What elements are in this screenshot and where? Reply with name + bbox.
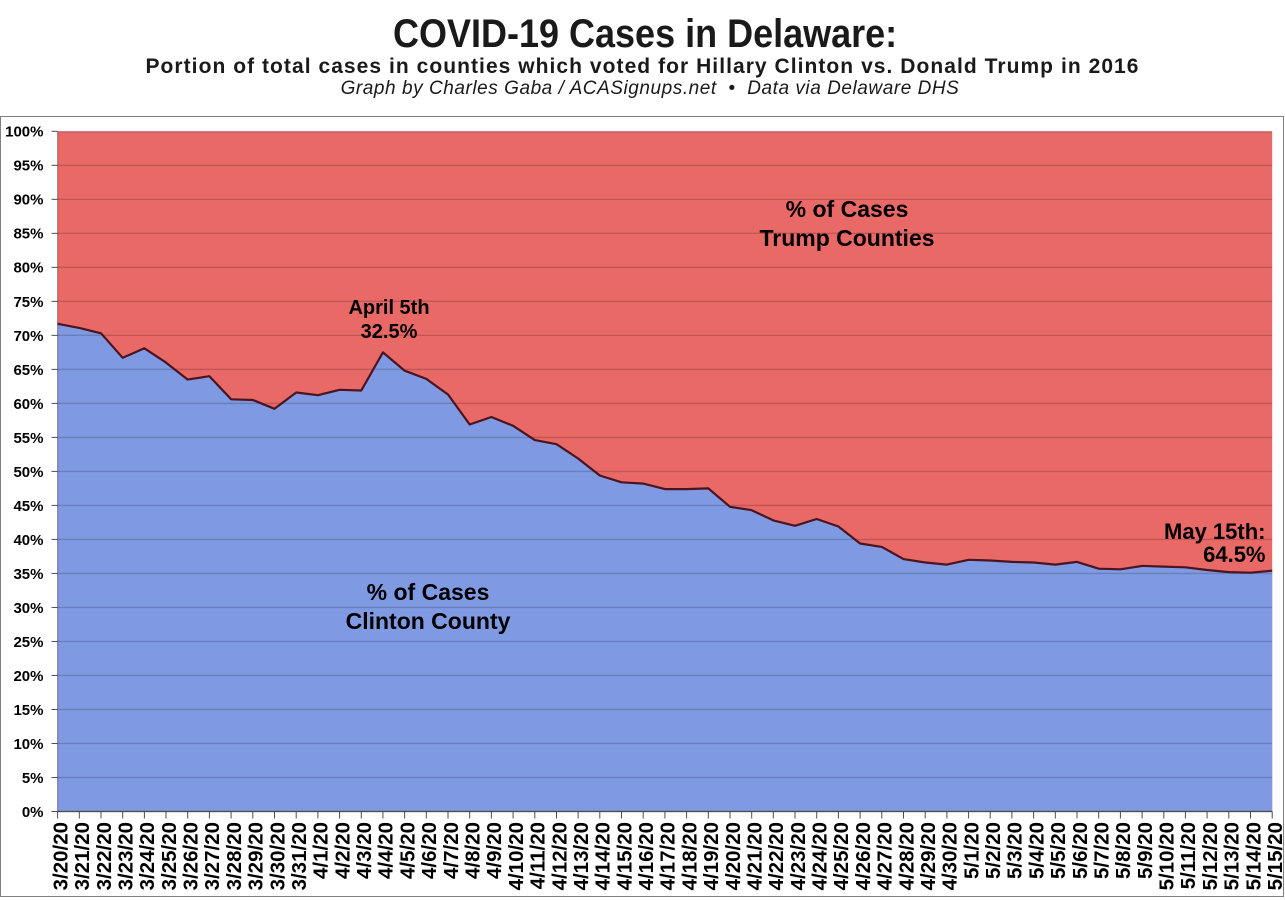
svg-text:0%: 0%	[22, 804, 44, 821]
svg-text:10%: 10%	[13, 736, 43, 753]
svg-text:3/21/20: 3/21/20	[71, 822, 94, 890]
svg-text:4/22/20: 4/22/20	[765, 822, 788, 890]
svg-text:3/23/20: 3/23/20	[114, 822, 137, 890]
svg-text:4/26/20: 4/26/20	[852, 822, 875, 890]
svg-text:4/27/20: 4/27/20	[874, 822, 897, 890]
svg-text:4/25/20: 4/25/20	[830, 822, 853, 890]
svg-text:55%: 55%	[13, 430, 43, 447]
svg-text:4/15/20: 4/15/20	[613, 822, 636, 890]
svg-text:4/3/20: 4/3/20	[353, 822, 376, 879]
svg-text:3/27/20: 3/27/20	[201, 822, 224, 890]
svg-text:4/13/20: 4/13/20	[570, 822, 593, 890]
svg-text:4/29/20: 4/29/20	[917, 822, 940, 890]
svg-text:25%: 25%	[13, 634, 43, 651]
svg-text:5/8/20: 5/8/20	[1112, 822, 1135, 879]
svg-text:65%: 65%	[13, 362, 43, 379]
svg-text:70%: 70%	[13, 328, 43, 345]
svg-text:4/8/20: 4/8/20	[462, 822, 485, 879]
svg-text:4/16/20: 4/16/20	[635, 822, 658, 890]
svg-text:5/13/20: 5/13/20	[1221, 822, 1244, 890]
svg-text:75%: 75%	[13, 294, 43, 311]
svg-text:4/19/20: 4/19/20	[700, 822, 723, 890]
svg-text:5/3/20: 5/3/20	[1004, 822, 1027, 879]
svg-text:3/25/20: 3/25/20	[158, 822, 181, 890]
svg-text:3/30/20: 3/30/20	[266, 822, 289, 890]
svg-text:4/24/20: 4/24/20	[809, 822, 832, 890]
svg-text:4/21/20: 4/21/20	[744, 822, 767, 890]
svg-text:5/7/20: 5/7/20	[1091, 822, 1114, 879]
svg-text:5/11/20: 5/11/20	[1177, 822, 1200, 889]
svg-text:40%: 40%	[13, 532, 43, 549]
svg-text:4/23/20: 4/23/20	[787, 822, 810, 890]
svg-text:45%: 45%	[13, 498, 43, 515]
svg-text:4/2/20: 4/2/20	[331, 822, 354, 879]
svg-text:15%: 15%	[13, 702, 43, 719]
svg-text:5/12/20: 5/12/20	[1199, 822, 1222, 890]
svg-text:5/6/20: 5/6/20	[1069, 822, 1092, 879]
svg-text:4/6/20: 4/6/20	[418, 822, 441, 879]
svg-text:4/28/20: 4/28/20	[895, 822, 918, 890]
svg-text:3/22/20: 3/22/20	[93, 822, 116, 890]
svg-text:4/12/20: 4/12/20	[548, 822, 571, 890]
svg-text:35%: 35%	[13, 566, 43, 583]
svg-text:4/18/20: 4/18/20	[678, 822, 701, 890]
svg-text:50%: 50%	[13, 464, 43, 481]
svg-text:3/29/20: 3/29/20	[245, 822, 268, 890]
svg-text:3/26/20: 3/26/20	[179, 822, 202, 890]
svg-text:5/15/20: 5/15/20	[1264, 822, 1285, 890]
svg-text:20%: 20%	[13, 668, 43, 685]
svg-text:4/5/20: 4/5/20	[396, 822, 419, 879]
svg-text:95%: 95%	[13, 158, 43, 175]
svg-text:4/4/20: 4/4/20	[375, 822, 398, 879]
svg-text:60%: 60%	[13, 396, 43, 413]
svg-text:4/17/20: 4/17/20	[657, 822, 680, 890]
svg-text:4/1/20: 4/1/20	[310, 822, 333, 879]
svg-text:4/14/20: 4/14/20	[592, 822, 615, 890]
svg-text:5/4/20: 5/4/20	[1025, 822, 1048, 879]
svg-text:3/20/20: 3/20/20	[49, 822, 72, 890]
svg-text:4/11/20: 4/11/20	[527, 822, 550, 889]
svg-text:5/10/20: 5/10/20	[1156, 822, 1179, 890]
svg-text:5/2/20: 5/2/20	[982, 822, 1005, 879]
svg-text:80%: 80%	[13, 260, 43, 277]
svg-text:100%: 100%	[5, 124, 43, 141]
svg-text:4/9/20: 4/9/20	[483, 822, 506, 879]
svg-text:4/20/20: 4/20/20	[722, 822, 745, 890]
svg-text:3/31/20: 3/31/20	[288, 822, 311, 890]
svg-text:5/1/20: 5/1/20	[960, 822, 983, 879]
svg-text:85%: 85%	[13, 226, 43, 243]
svg-text:3/24/20: 3/24/20	[136, 822, 159, 890]
svg-text:5/5/20: 5/5/20	[1047, 822, 1070, 879]
svg-text:30%: 30%	[13, 600, 43, 617]
svg-text:3/28/20: 3/28/20	[223, 822, 246, 890]
svg-text:5/9/20: 5/9/20	[1134, 822, 1157, 879]
svg-text:4/7/20: 4/7/20	[440, 822, 463, 879]
svg-text:4/30/20: 4/30/20	[939, 822, 962, 890]
svg-text:5/14/20: 5/14/20	[1242, 822, 1265, 890]
svg-text:4/10/20: 4/10/20	[505, 822, 528, 890]
svg-text:90%: 90%	[13, 192, 43, 209]
svg-text:5%: 5%	[22, 770, 44, 787]
